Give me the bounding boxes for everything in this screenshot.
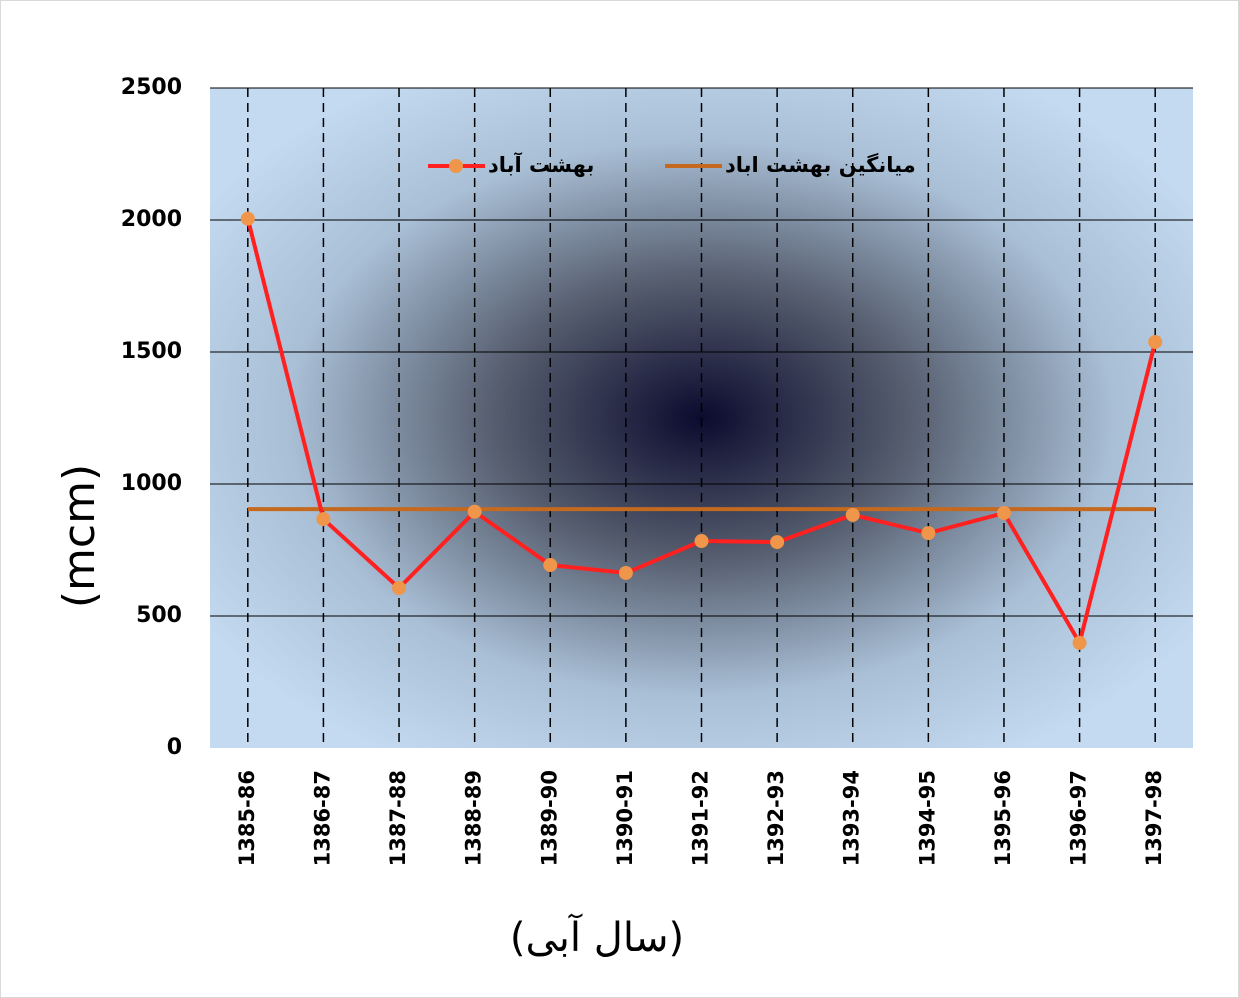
data-point bbox=[997, 506, 1011, 520]
y-tick-label: 500 bbox=[136, 603, 182, 628]
legend-label: بهشت آباد bbox=[488, 152, 594, 177]
x-tick-label: 1397-98 bbox=[1142, 770, 1166, 866]
x-tick-label: 1395-96 bbox=[991, 770, 1015, 866]
y-tick-label: 1500 bbox=[121, 339, 182, 364]
data-point bbox=[846, 508, 860, 522]
y-axis-label: (mcm) bbox=[54, 464, 105, 608]
data-point bbox=[316, 512, 330, 526]
x-tick-label: 1393-94 bbox=[840, 770, 864, 866]
data-point bbox=[619, 566, 633, 580]
data-point bbox=[468, 505, 482, 519]
x-tick-label: 1388-89 bbox=[462, 770, 486, 866]
data-point bbox=[241, 212, 255, 226]
y-tick-label: 0 bbox=[167, 735, 182, 760]
data-point bbox=[921, 526, 935, 540]
data-point bbox=[1073, 636, 1087, 650]
data-point bbox=[695, 534, 709, 548]
chart: (mcm) (سال آبی) 0 500 1000 1500 2000 2500 1385… bbox=[0, 0, 1239, 998]
data-point bbox=[543, 558, 557, 572]
x-tick-label: 1394-95 bbox=[915, 770, 939, 866]
x-tick-label: 1386-87 bbox=[310, 770, 334, 866]
data-point bbox=[770, 535, 784, 549]
x-tick-label: 1396-97 bbox=[1067, 770, 1091, 866]
legend-marker bbox=[449, 159, 463, 173]
x-tick-label: 1389-90 bbox=[537, 770, 561, 866]
y-tick-label: 2000 bbox=[121, 207, 182, 232]
data-point bbox=[392, 581, 406, 595]
legend-label: میانگین بهشت اباد bbox=[725, 152, 916, 177]
x-tick-label: 1390-91 bbox=[613, 770, 637, 866]
data-point bbox=[1148, 335, 1162, 349]
x-axis-label: (سال آبی) bbox=[510, 913, 684, 961]
x-tick-label: 1387-88 bbox=[386, 770, 410, 866]
y-tick-label: 1000 bbox=[121, 471, 182, 496]
x-tick-label: 1385-86 bbox=[235, 770, 259, 866]
y-tick-label: 2500 bbox=[121, 75, 182, 100]
x-tick-label: 1392-93 bbox=[764, 770, 788, 866]
x-tick-label: 1391-92 bbox=[689, 770, 713, 866]
